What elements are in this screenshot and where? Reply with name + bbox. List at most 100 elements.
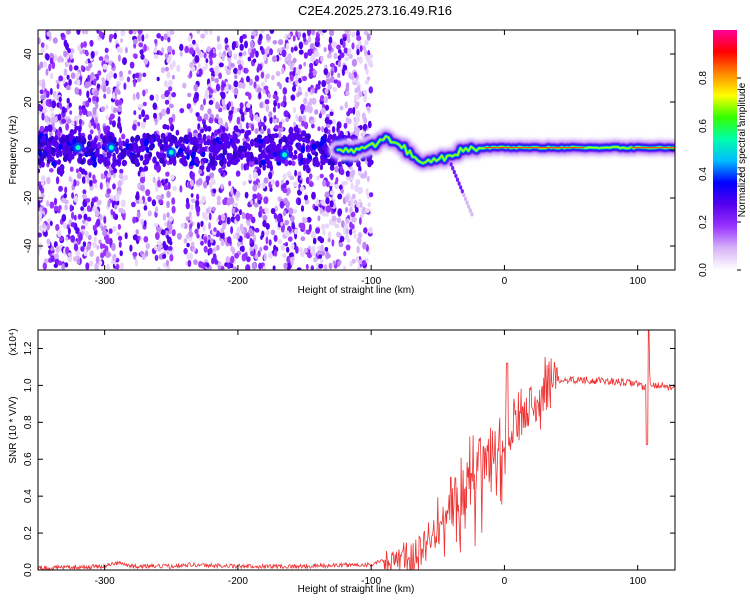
heatmap-cell — [98, 56, 104, 61]
heatmap-cell — [160, 152, 166, 159]
heatmap-cell — [63, 39, 68, 48]
heatmap-cell — [368, 159, 374, 166]
heatmap-cell — [49, 201, 55, 209]
heatmap-cell — [209, 30, 213, 36]
heatmap-cell — [228, 180, 232, 187]
heatmap-cell — [252, 58, 257, 64]
heatmap-cell — [213, 129, 218, 137]
heatmap-cell — [355, 127, 361, 134]
heatmap-cell — [322, 133, 328, 140]
heatmap-cell — [244, 191, 249, 199]
heatmap-cell — [250, 123, 255, 132]
heatmap-cell — [259, 247, 263, 252]
heatmap-cell — [291, 223, 296, 230]
heatmap-cell — [294, 228, 298, 235]
heatmap-cell — [154, 39, 158, 44]
heatmap-cell — [166, 124, 170, 131]
heatmap-cell — [351, 193, 356, 200]
heatmap-cell — [194, 55, 200, 63]
y-tick-label: -20 — [23, 190, 34, 205]
heatmap-cell — [298, 86, 302, 93]
heatmap-cell — [70, 53, 73, 60]
heatmap-cell — [302, 164, 307, 172]
heatmap-cell — [265, 223, 270, 230]
heatmap-cell — [358, 198, 362, 203]
heatmap-cell — [102, 63, 108, 70]
heatmap-cell — [224, 86, 229, 93]
heatmap-cell — [64, 204, 68, 211]
heatmap-cell — [230, 245, 234, 252]
heatmap-cell — [365, 208, 370, 214]
heatmap-cell — [100, 252, 105, 259]
heatmap-cell — [41, 135, 47, 143]
heatmap-cell — [41, 175, 46, 182]
heatmap-cell — [168, 157, 173, 165]
heatmap-cell — [323, 96, 329, 104]
heatmap-cell — [114, 99, 120, 107]
heatmap-cell — [140, 185, 145, 192]
heatmap-cell — [311, 123, 315, 129]
heatmap-cell — [70, 235, 76, 243]
heatmap-cell — [38, 37, 41, 45]
heatmap-cell — [239, 153, 244, 160]
heatmap-cell — [120, 262, 124, 270]
heatmap-cell — [131, 201, 136, 208]
heatmap-cell — [277, 239, 282, 245]
heatmap-cell — [55, 224, 60, 231]
heatmap-cell — [236, 59, 242, 65]
heatmap-cell — [355, 178, 361, 186]
x-tick-label: -300 — [95, 576, 115, 587]
heatmap-cell — [307, 30, 311, 36]
heatmap-cell — [228, 101, 231, 108]
heatmap-cell — [169, 254, 174, 262]
heatmap-cell — [157, 114, 160, 122]
heatmap-cell — [122, 57, 127, 65]
heatmap-cell — [142, 132, 147, 140]
heatmap-cell — [285, 180, 290, 186]
heatmap-cell — [92, 224, 97, 232]
heatmap-cell — [334, 223, 340, 229]
x-tick-label: 0 — [502, 576, 508, 587]
heatmap-cell — [96, 122, 100, 131]
heatmap-cell — [259, 205, 263, 213]
heatmap-cell — [451, 166, 455, 171]
heatmap-cell — [326, 53, 332, 59]
heatmap-cell — [145, 146, 150, 154]
heatmap-cell — [467, 204, 471, 209]
heatmap-cell — [364, 39, 369, 46]
heatmap-cell — [92, 241, 97, 248]
colorbar-ticks: 0.0 0.2 0.4 0.6 0.8 — [698, 71, 741, 277]
heatmap-cell — [90, 152, 95, 157]
heatmap-cell — [203, 236, 208, 244]
heatmap-cell — [272, 265, 276, 270]
heatmap-cell — [171, 229, 176, 237]
heatmap-cell — [162, 124, 168, 130]
heatmap-cell — [42, 61, 48, 68]
heatmap-cell — [271, 55, 278, 63]
heatmap-cell — [166, 71, 171, 79]
heatmap-cell — [203, 180, 208, 189]
heatmap-cell — [221, 98, 226, 106]
heatmap-cell — [143, 220, 147, 227]
colorbar-label: Normalized spectral amplitude — [737, 82, 748, 217]
heatmap-cell — [143, 205, 148, 211]
heatmap-cell — [345, 170, 351, 177]
heatmap-cell — [56, 83, 60, 90]
heatmap-cell — [328, 181, 333, 187]
heatmap-cell — [276, 143, 282, 149]
heatmap-cell — [155, 232, 160, 240]
heatmap-cell — [211, 206, 216, 212]
heatmap-cell — [175, 129, 180, 136]
heatmap-cell — [328, 36, 333, 44]
heatmap-cell — [40, 42, 45, 48]
heatmap-cell — [233, 80, 238, 86]
heatmap-cell — [282, 210, 287, 217]
heatmap-cell — [103, 225, 107, 230]
heatmap-cell — [314, 205, 319, 212]
x-tick-label: -200 — [228, 276, 248, 287]
heatmap-cell — [89, 250, 94, 257]
heatmap-cell — [268, 239, 272, 246]
heatmap-cell — [208, 247, 213, 255]
heatmap-cell — [303, 37, 307, 43]
heatmap-cell — [145, 33, 149, 40]
